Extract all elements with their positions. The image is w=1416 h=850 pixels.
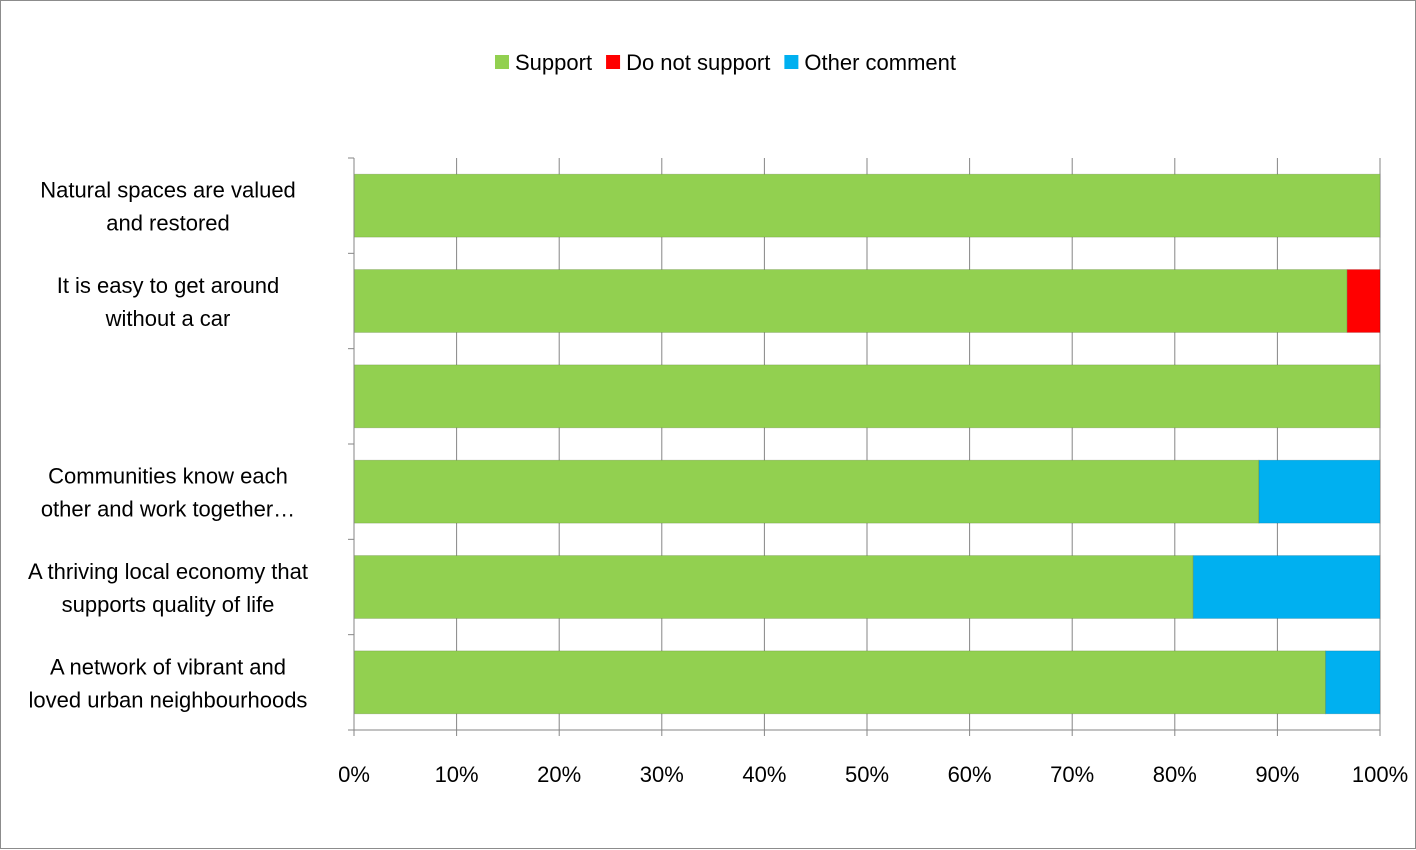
category-labels: Natural spaces are valued and restored It … [28, 178, 308, 713]
bar-segment [353, 650, 1327, 715]
x-tick-label: 50% [845, 762, 889, 787]
bar-segment [353, 459, 1260, 524]
category-label: A thriving local economy that [28, 559, 308, 584]
legend-item: Other comment [784, 50, 956, 75]
legend-swatch [784, 55, 799, 69]
bar-segment [1258, 459, 1381, 524]
category-label: Natural spaces are valued [40, 178, 296, 203]
x-tick-labels: 0% 10% 20% 30% 40% 50% 60% 70% 80% 90% 100% [338, 762, 1408, 787]
bar-segment [1192, 555, 1381, 619]
x-tick-label: 10% [435, 762, 479, 787]
category-label: supports quality of life [62, 592, 275, 617]
x-tick-label: 0% [338, 762, 370, 787]
bar-segment [353, 364, 1381, 429]
category-label: It is easy to get around [57, 273, 280, 298]
category-label: without a car [105, 306, 231, 331]
legend: Support Do not support Other comment [495, 50, 956, 75]
category-label: A network of vibrant and [50, 654, 286, 679]
x-tick-label: 100% [1352, 762, 1408, 787]
legend-swatch [495, 55, 509, 69]
category-label: loved urban neighbourhoods [29, 687, 308, 712]
x-tick-label: 80% [1153, 762, 1197, 787]
bar-segment [353, 555, 1194, 619]
category-label: other and work together… [41, 497, 295, 522]
legend-label: Other comment [804, 50, 956, 75]
x-tick-label: 70% [1050, 762, 1094, 787]
x-tick-label: 40% [742, 762, 786, 787]
legend-swatch [606, 55, 621, 69]
x-tick-label: 20% [537, 762, 581, 787]
bar-segment [1325, 650, 1381, 715]
bar-segment [1346, 269, 1381, 333]
bars [353, 173, 1381, 715]
category-label: Communities know each [48, 464, 288, 489]
axes [348, 157, 1381, 736]
legend-label: Do not support [626, 50, 770, 75]
x-tick-label: 30% [640, 762, 684, 787]
x-tick-label: 90% [1255, 762, 1299, 787]
category-label: and restored [106, 211, 230, 236]
x-tick-label: 60% [948, 762, 992, 787]
legend-item: Do not support [606, 50, 770, 75]
gridlines [456, 158, 1381, 730]
bar-segment [353, 173, 1381, 238]
legend-item: Support [495, 50, 592, 75]
legend-label: Support [515, 50, 592, 75]
bar-segment [353, 269, 1348, 333]
